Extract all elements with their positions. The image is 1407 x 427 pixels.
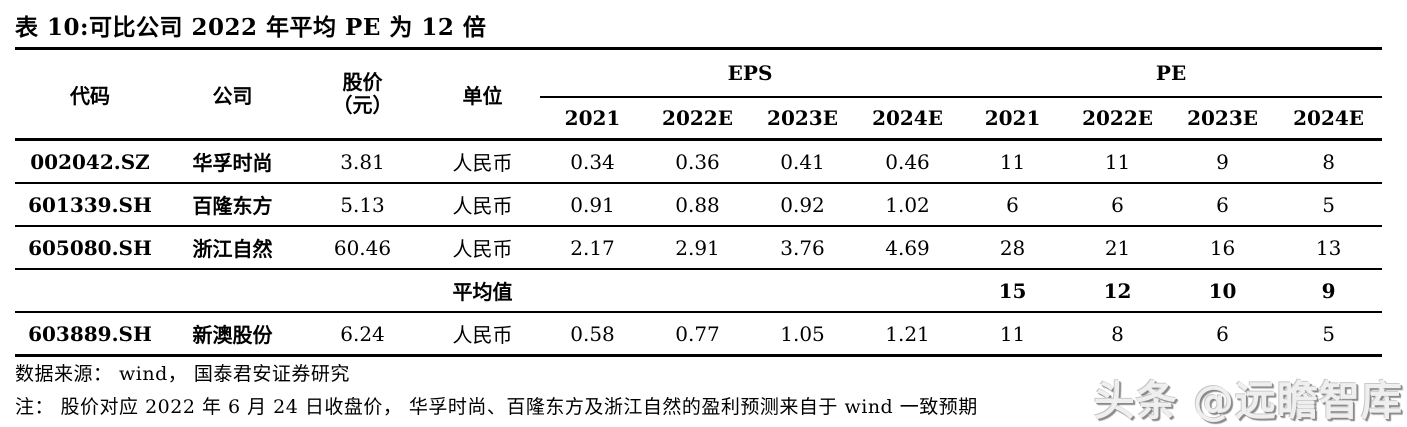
average-label: 平均值 [425,269,540,313]
pe-cell: 13 [1275,226,1383,270]
pe-cell: 11 [960,139,1066,184]
empty-cell [750,269,855,313]
comparable-companies-table: 代码 公司 股价 （元） 单位 EPS PE 2021 2022E 2023E … [15,50,1383,357]
pe-cell: 28 [960,226,1066,270]
empty-cell [300,269,425,313]
header-eps-group: EPS [540,50,961,98]
pe-cell: 6 [1170,183,1276,227]
avg-pe-cell: 10 [1170,269,1276,313]
eps-cell: 0.46 [855,139,961,184]
code-cell: 002042.SZ [15,139,165,184]
pe-cell: 9 [1170,139,1276,184]
avg-pe-cell: 9 [1275,269,1383,313]
empty-cell [855,269,961,313]
empty-cell [645,269,750,313]
header-code: 代码 [15,50,165,141]
header-pe-2023e: 2023E [1170,97,1276,141]
pe-cell: 21 [1065,226,1171,270]
header-group-row: 代码 公司 股价 （元） 单位 EPS PE [15,50,1383,141]
header-eps-2021: 2021 [540,97,645,141]
eps-cell: 2.17 [540,226,645,270]
price-cell: 60.46 [300,226,425,270]
header-company: 公司 [165,50,300,141]
eps-cell: 0.36 [645,139,750,184]
avg-pe-cell: 12 [1065,269,1171,313]
average-row: 平均值 15 12 10 9 [15,269,1383,313]
pe-cell: 8 [1065,312,1171,357]
table-row: 605080.SH 浙江自然 60.46 人民币 2.17 2.91 3.76 … [15,226,1383,270]
pe-cell: 11 [1065,139,1171,184]
unit-cell: 人民币 [425,312,540,357]
code-cell: 603889.SH [15,312,165,357]
pe-cell: 6 [1065,183,1171,227]
table-row: 603889.SH 新澳股份 6.24 人民币 0.58 0.77 1.05 1… [15,312,1383,357]
eps-cell: 0.91 [540,183,645,227]
empty-cell [540,269,645,313]
empty-cell [15,269,165,313]
header-pe-2022e: 2022E [1065,97,1171,141]
pe-cell: 5 [1275,183,1383,227]
eps-cell: 4.69 [855,226,961,270]
eps-cell: 1.02 [855,183,961,227]
company-cell: 百隆东方 [165,183,300,227]
header-price: 股价 （元） [300,50,425,141]
footnote-text: 注： 股价对应 2022 年 6 月 24 日收盘价， 华孚时尚、百隆东方及浙江… [15,396,978,418]
pe-cell: 16 [1170,226,1276,270]
unit-cell: 人民币 [425,183,540,227]
pe-cell: 6 [1170,312,1276,357]
eps-cell: 2.91 [645,226,750,270]
price-cell: 3.81 [300,139,425,184]
table-row: 002042.SZ 华孚时尚 3.81 人民币 0.34 0.36 0.41 0… [15,139,1383,184]
company-cell: 华孚时尚 [165,139,300,184]
eps-cell: 0.34 [540,139,645,184]
pe-cell: 11 [960,312,1066,357]
eps-cell: 3.76 [750,226,855,270]
table-row: 601339.SH 百隆东方 5.13 人民币 0.91 0.88 0.92 1… [15,183,1383,227]
pe-cell: 6 [960,183,1066,227]
eps-cell: 1.21 [855,312,961,357]
header-year-row: 2021 2022E 2023E 2024E 2021 2022E 2023E … [15,97,1383,141]
company-cell: 新澳股份 [165,312,300,357]
header-pe-2024e: 2024E [1275,97,1383,141]
unit-cell: 人民币 [425,226,540,270]
pe-cell: 5 [1275,312,1383,357]
eps-cell: 1.05 [750,312,855,357]
price-cell: 5.13 [300,183,425,227]
data-source-text: 数据来源： wind， 国泰君安证券研究 [15,363,350,385]
header-unit: 单位 [425,50,540,141]
price-cell: 6.24 [300,312,425,357]
eps-cell: 0.88 [645,183,750,227]
unit-cell: 人民币 [425,139,540,184]
header-eps-2022e: 2022E [645,97,750,141]
eps-cell: 0.77 [645,312,750,357]
eps-cell: 0.58 [540,312,645,357]
company-cell: 浙江自然 [165,226,300,270]
code-cell: 605080.SH [15,226,165,270]
eps-cell: 0.41 [750,139,855,184]
header-pe-2021: 2021 [960,97,1066,141]
table-footer: 数据来源： wind， 国泰君安证券研究 注： 股价对应 2022 年 6 月 … [15,365,1407,417]
code-cell: 601339.SH [15,183,165,227]
header-pe-group: PE [960,50,1383,98]
pe-cell: 8 [1275,139,1383,184]
toutiao-watermark: 头条 @远瞻智库 [1093,377,1403,425]
header-price-line1: 股价 [342,70,383,94]
avg-pe-cell: 15 [960,269,1066,313]
empty-cell [165,269,300,313]
header-eps-2023e: 2023E [750,97,855,141]
table-title: 表 10:可比公司 2022 年平均 PE 为 12 倍 [15,8,1382,50]
header-eps-2024e: 2024E [855,97,961,141]
eps-cell: 0.92 [750,183,855,227]
header-price-line2: （元） [332,93,393,117]
